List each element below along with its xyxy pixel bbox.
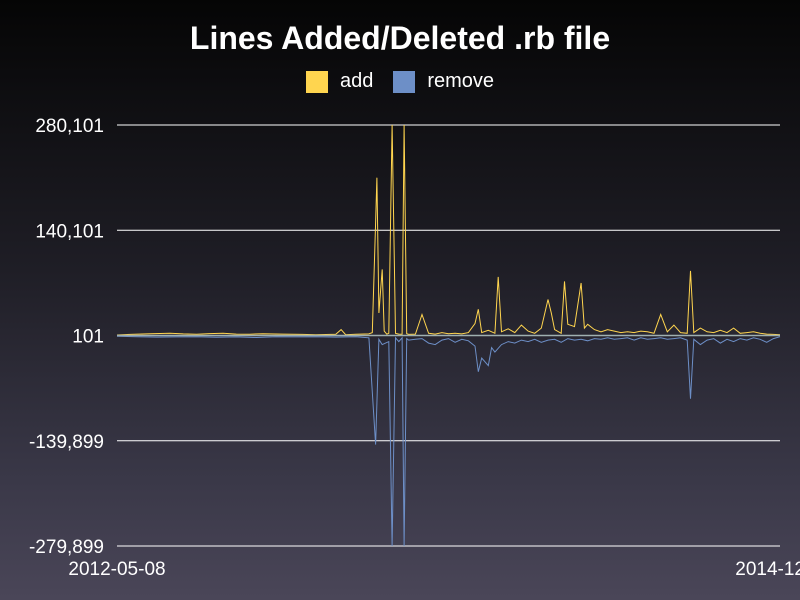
legend-label-remove: remove <box>427 70 495 92</box>
legend: add remove <box>0 70 800 93</box>
series-line-add <box>116 124 781 336</box>
axis-labels: 280,101 140,101 101 -139,899 -279,8992012-05… <box>29 116 800 580</box>
x-tick-label: 2014-12 <box>735 559 800 580</box>
y-tick-label: -139,899 <box>29 432 104 453</box>
series-line-remove <box>116 335 781 547</box>
chart-title: Lines Added/Deleted .rb file <box>189 20 611 56</box>
legend-label-add: add <box>339 70 374 92</box>
series-add <box>116 124 781 336</box>
x-tick-label: 2012-05-08 <box>68 559 165 580</box>
y-tick-label: 280,101 <box>35 116 104 137</box>
y-tick-label: 101 <box>72 327 104 348</box>
legend-item-add: add <box>305 70 374 93</box>
y-tick-label: -279,899 <box>29 537 104 558</box>
series-remove <box>116 335 781 547</box>
legend-item-remove: remove <box>393 70 494 93</box>
y-tick-label: 140,101 <box>35 221 104 242</box>
legend-swatch-add <box>305 70 328 93</box>
series-layer <box>116 124 781 547</box>
legend-swatch-remove <box>393 70 416 93</box>
